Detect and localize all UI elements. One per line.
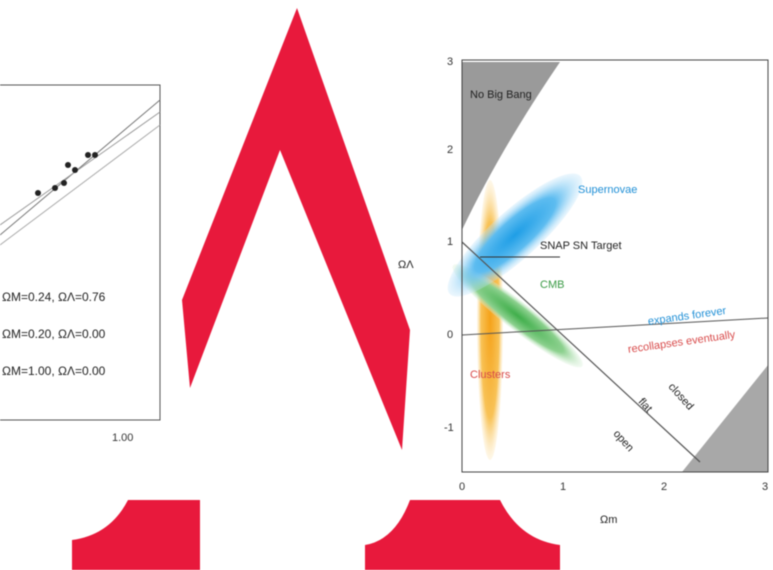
y-tick-label: -1 — [444, 422, 454, 434]
region-label: SNAP SN Target — [540, 240, 622, 252]
y-tick-label: 2 — [447, 144, 453, 156]
red-chevron — [182, 8, 410, 450]
x-tick-label: 0 — [459, 481, 465, 493]
fit-line — [0, 125, 160, 245]
legend-entry: ΩM=0.20, ΩΛ=0.00 — [2, 327, 106, 341]
red-shape — [72, 500, 200, 570]
y-tick-label: 0 — [447, 329, 453, 341]
right-plot: 3 2 1 0 -1 0 1 2 3 ΩΛ Ωm No Big Bang Sup… — [398, 50, 773, 526]
region-label: No Big Bang — [470, 89, 532, 101]
x-tick-label: 1.00 — [112, 432, 133, 444]
data-points — [35, 152, 98, 196]
fit-line — [0, 100, 160, 235]
slide: ΩM=0.24, ΩΛ=0.76 ΩM=0.20, ΩΛ=0.00 ΩM=1.0… — [0, 0, 773, 570]
region-label: Clusters — [470, 369, 511, 381]
x-tick-label: 2 — [661, 481, 667, 493]
fit-line — [0, 112, 160, 225]
y-tick-label: 1 — [447, 236, 453, 248]
x-axis-label: Ωm — [600, 514, 617, 526]
y-tick-label: 3 — [447, 56, 453, 68]
legend-entry: ΩM=0.24, ΩΛ=0.76 — [2, 290, 106, 304]
left-plot: ΩM=0.24, ΩΛ=0.76 ΩM=0.20, ΩΛ=0.00 ΩM=1.0… — [0, 85, 160, 444]
x-tick-label: 1 — [560, 481, 566, 493]
red-shape — [365, 500, 560, 570]
y-axis-label: ΩΛ — [398, 259, 414, 271]
region-label: Supernovae — [578, 184, 637, 196]
region-label: CMB — [540, 279, 564, 291]
legend-entry: ΩM=1.00, ΩΛ=0.00 — [2, 364, 106, 378]
x-tick-label: 3 — [762, 481, 768, 493]
